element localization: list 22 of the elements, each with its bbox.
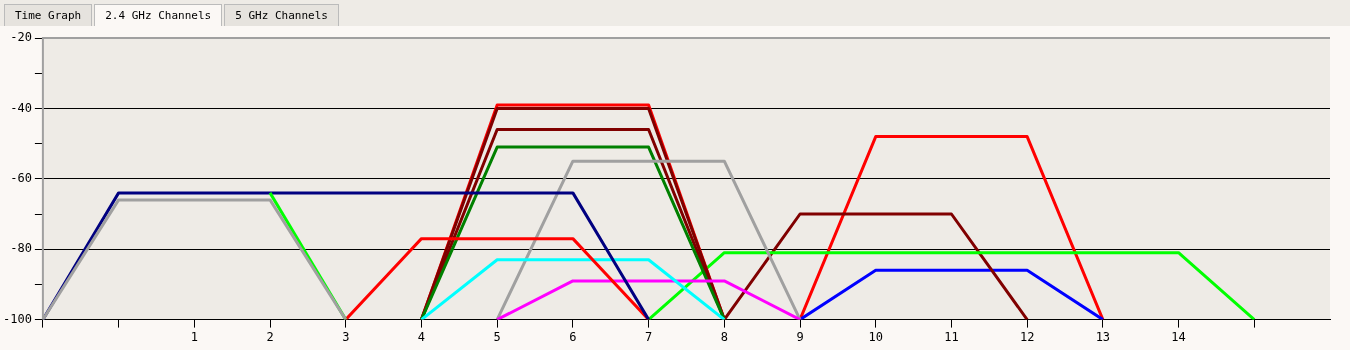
text: Time Graph — [4, 4, 93, 26]
x-tick-label: 8 — [720, 329, 728, 344]
y-tick-label: -40 — [10, 100, 32, 115]
x-tick-label: 4 — [417, 329, 426, 344]
text: 5 GHz Channels — [224, 4, 339, 26]
x-tick-label: 5 — [493, 329, 501, 344]
x-tick-label: 13 — [1095, 329, 1111, 344]
x-tick-label: 14 — [1171, 329, 1186, 344]
y-tick-label: -60 — [10, 170, 32, 185]
x-tick-label: 2 — [266, 329, 274, 344]
x-tick-label: 10 — [868, 329, 883, 344]
x-tick-label: 1 — [190, 329, 198, 344]
y-tick-label: -100 — [2, 311, 32, 326]
x-tick-label: 11 — [944, 329, 959, 344]
y-tick-label: -20 — [10, 30, 32, 45]
text: 2.4 GHz Channels — [94, 4, 223, 26]
x-tick-label: 9 — [796, 329, 804, 344]
x-tick-label: 3 — [342, 329, 350, 344]
x-tick-label: 12 — [1019, 329, 1035, 344]
x-tick-label: 7 — [644, 329, 653, 344]
y-tick-label: -80 — [10, 241, 32, 256]
x-tick-label: 6 — [569, 329, 577, 344]
